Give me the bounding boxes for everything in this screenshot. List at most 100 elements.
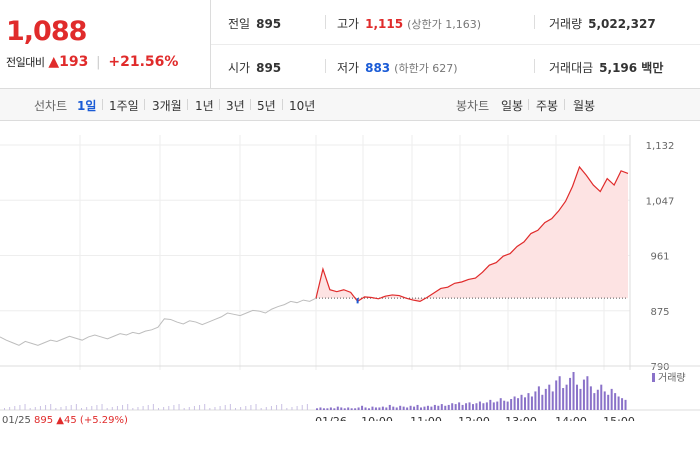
prev-volume-bar (14, 406, 16, 410)
chart-toolbar: 선차트 1일 1주일 3개월 1년 3년 5년 10년 봉차트 일봉 주봉 월봉 (0, 89, 700, 121)
volume-bar (406, 407, 409, 410)
volume-bar (458, 402, 461, 410)
prev-volume-bar (91, 406, 93, 410)
x-tick-label: 12:00 (458, 415, 490, 421)
volume-bar (465, 403, 468, 410)
prev-volume-bar (219, 406, 221, 410)
prev-volume-bar (173, 405, 175, 410)
volume-bar (478, 401, 481, 410)
candle-daily-button[interactable]: 일봉 (501, 99, 524, 113)
volume-bar (548, 384, 551, 410)
volume-bar (527, 393, 530, 410)
candle-weekly-button[interactable]: 주봉 (536, 99, 559, 113)
volume-bar (316, 408, 318, 410)
stat-value: 895 (256, 61, 282, 75)
prev-volume-bar (9, 407, 11, 410)
intraday-line (315, 165, 629, 303)
volume-bar (530, 396, 533, 410)
up-arrow-icon: ▲ (56, 415, 64, 426)
prev-volume-bar (204, 404, 206, 410)
volume-bar (333, 408, 336, 410)
prev-volume-bar (240, 407, 242, 410)
stat-volume: 거래량 5,022,327 (549, 15, 656, 32)
up-arrow-icon: ▲ (48, 54, 60, 70)
volume-bar (420, 407, 422, 410)
volume-bar (600, 384, 603, 410)
prev-volume-bar (86, 407, 88, 410)
period-1w-button[interactable]: 1주일 (109, 99, 139, 113)
volume-bar (475, 403, 478, 410)
stats-row-1: 전일 895 고가 1,115 (상한가 1,163) 거래량 5,022,327 (211, 0, 700, 45)
divider (250, 99, 251, 110)
line-chart-label: 선차트 (34, 99, 68, 113)
period-1d-button[interactable]: 1일 (77, 99, 97, 113)
volume-bar (485, 402, 488, 410)
candle-monthly-button[interactable]: 월봉 (573, 99, 596, 113)
prev-volume-bar (101, 404, 103, 410)
volume-bar (329, 407, 332, 410)
volume-bar (614, 393, 617, 410)
volume-bar (496, 401, 499, 410)
stat-sub: (상한가 1,163) (407, 18, 481, 31)
prev-volume-bar (127, 404, 129, 410)
volume-bar (440, 404, 443, 410)
volume-legend-label: 거래량 (658, 372, 686, 384)
prev-volume-bar (106, 408, 108, 410)
price-block: 1,088 전일대비 ▲193 | +21.56% (0, 0, 211, 88)
volume-bar (399, 405, 402, 410)
prev-volume-bar (65, 406, 67, 410)
divider (325, 15, 326, 29)
volume-bar (610, 388, 613, 410)
period-10y-button[interactable]: 10년 (289, 99, 316, 113)
prev-volume-bar (45, 405, 47, 410)
prev-volume-bar (265, 407, 267, 410)
y-tick-label: 790 (650, 362, 669, 373)
stat-label: 전일 (228, 17, 251, 31)
volume-bar (461, 404, 464, 410)
stat-sub: (하한가 627) (394, 62, 458, 75)
prev-volume-bar (29, 408, 31, 410)
volume-bar (336, 406, 339, 410)
stat-trade-value: 거래대금 5,196 백만 (549, 59, 663, 76)
prev-volume-bar (50, 404, 52, 410)
period-5y-button[interactable]: 5년 (257, 99, 276, 113)
divider: | (96, 55, 101, 70)
volume-bar (537, 386, 540, 410)
prev-volume-bar (137, 407, 139, 410)
volume-bar (510, 399, 513, 410)
volume-bar (433, 404, 436, 410)
volume-bar (319, 407, 322, 410)
volume-bar (426, 405, 429, 410)
volume-bar (596, 389, 599, 410)
period-1y-button[interactable]: 1년 (195, 99, 214, 113)
volume-bar (565, 384, 568, 410)
volume-bar (503, 400, 506, 410)
stat-prev-close: 전일 895 (228, 15, 281, 32)
divider (564, 99, 565, 110)
volume-bar (454, 404, 457, 410)
stat-value: 883 (365, 61, 391, 75)
prev-volume-bar (270, 406, 272, 410)
period-3m-button[interactable]: 3개월 (152, 99, 182, 113)
volume-bar (368, 408, 370, 410)
period-3y-button[interactable]: 3년 (226, 99, 245, 113)
stat-label: 시가 (228, 61, 251, 75)
stat-label: 저가 (337, 61, 360, 75)
current-price: 1,088 (6, 16, 87, 47)
prev-volume-bar (188, 407, 190, 410)
prev-volume-bar (276, 405, 278, 410)
change-row: 전일대비 ▲193 | +21.56% (6, 54, 178, 70)
y-tick-label: 1,132 (646, 141, 675, 152)
volume-bar (392, 406, 395, 410)
prev-volume-bar (235, 408, 236, 410)
prev-volume-bar (34, 407, 36, 410)
prev-volume-bar (224, 405, 226, 410)
prev-volume-bar (301, 405, 303, 410)
volume-bar (374, 407, 377, 410)
x-tick-label: 13:00 (505, 415, 537, 421)
volume-bar (579, 388, 582, 410)
volume-bar (576, 384, 578, 410)
volume-bar (385, 407, 388, 410)
prev-volume-bar (158, 408, 159, 410)
